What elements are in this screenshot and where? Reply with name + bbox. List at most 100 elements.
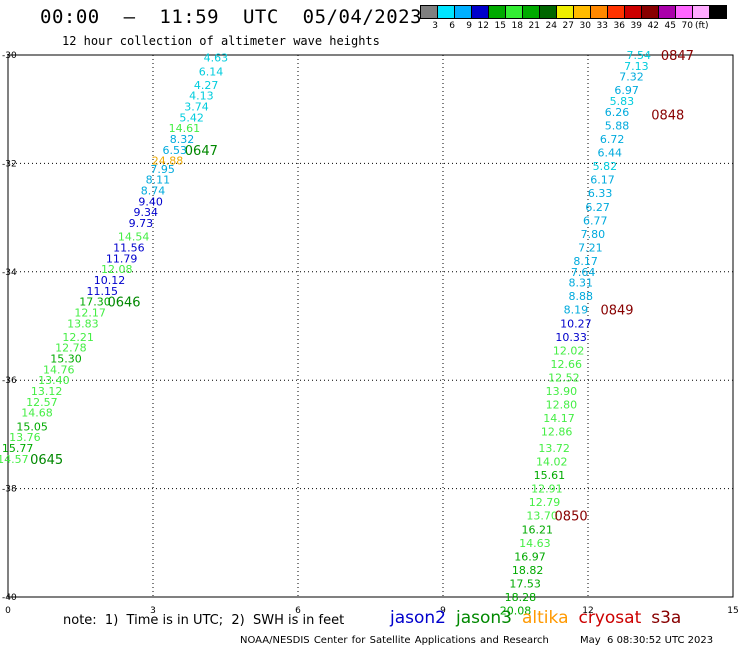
legend-entry: jason3 [456, 608, 512, 628]
color-scale-unit: (ft) [695, 21, 709, 31]
wave-height-value: 6.72 [600, 133, 625, 146]
wave-height-value: 12.17 [74, 306, 106, 319]
wave-height-value: 6.33 [588, 187, 613, 200]
wave-height-value: 8.32 [170, 133, 195, 146]
legend-entry: altika [522, 608, 569, 628]
wave-height-value: 8.88 [569, 290, 594, 303]
chart-subtitle: 12 hour collection of altimeter wave hei… [62, 34, 380, 48]
wave-height-value: 13.12 [31, 385, 63, 398]
wave-height-value: 17.53 [509, 577, 541, 590]
wave-height-value: 14.63 [519, 537, 551, 550]
pass-time-label: 0645 [30, 453, 63, 468]
wave-height-value: 7.21 [578, 241, 603, 254]
color-scale-tick-label: 9 [466, 21, 472, 31]
color-scale-ticks: 3 6 9 12 15 18 21 24 27 30 33 36 39 42 45 70 (ft) [421, 21, 709, 31]
wave-height-value: 11.79 [106, 252, 138, 265]
wave-height-value: 10.27 [560, 317, 592, 330]
wave-height-value: 6.53 [163, 144, 188, 157]
wave-height-value: 13.70 [526, 510, 558, 523]
y-tick-label: -36 [2, 376, 17, 386]
wave-height-value: 14.57 [0, 453, 29, 466]
wave-height-value: 6.14 [199, 65, 224, 78]
wave-height-value: 18.82 [512, 564, 544, 577]
wave-height-value: 14.68 [21, 407, 53, 420]
wave-height-value: 6.17 [590, 174, 615, 187]
wave-height-value: 12.78 [55, 342, 87, 355]
color-scale-tick-label: 45 [664, 21, 676, 31]
satellite-legend: jason2 jason3 altika cryosat s3a [390, 608, 681, 628]
y-tick-label: -30 [2, 51, 17, 61]
wave-height-value: 5.42 [179, 111, 204, 124]
x-tick-label: 15 [727, 606, 738, 616]
wave-height-value: 9.40 [138, 195, 163, 208]
wave-height-value: 5.88 [605, 119, 630, 132]
wave-height-value: 12.21 [62, 331, 94, 344]
footnote: note: 1) Time is in UTC; 2) SWH is in fe… [63, 613, 345, 628]
wave-height-value: 13.76 [9, 431, 41, 444]
wave-height-value: 4.63 [204, 52, 229, 65]
color-scale-swatch [709, 5, 727, 19]
wave-height-value: 11.15 [87, 285, 119, 298]
color-scale-tick-label: 3 [432, 21, 438, 31]
legend-entry: jason2 [390, 608, 446, 628]
wave-height-value: 14.17 [543, 412, 575, 425]
wave-height-value: 12.02 [553, 344, 585, 357]
wave-height-value: 5.82 [593, 160, 618, 173]
y-tick-label: -32 [2, 159, 17, 169]
wave-height-value: 7.64 [571, 266, 596, 279]
wave-height-value: 15.05 [16, 420, 48, 433]
color-scale-tick-label: 30 [579, 21, 591, 31]
y-tick-label: -40 [2, 593, 17, 603]
x-tick-label: 3 [150, 606, 156, 616]
wave-height-value: 16.21 [522, 523, 554, 536]
x-tick-label: 0 [5, 606, 11, 616]
color-scale-tick-label: 36 [613, 21, 625, 31]
wave-height-value: 17.30 [79, 296, 111, 309]
wave-height-value: 8.17 [573, 255, 598, 268]
color-scale-tick-label: 18 [511, 21, 523, 31]
wave-height-value: 10.33 [555, 331, 587, 344]
color-scale-tick-label: 15 [494, 21, 506, 31]
generated-timestamp: May 6 08:30:52 UTC 2023 [580, 635, 714, 646]
wave-height-value: 7.80 [581, 228, 606, 241]
wave-height-value: 16.97 [514, 550, 546, 563]
wave-height-value: 14.54 [118, 231, 150, 244]
wave-height-value: 12.66 [551, 358, 583, 371]
color-scale-tick-label: 70 [681, 21, 693, 31]
color-scale-tick-label: 12 [477, 21, 489, 31]
pass-time-label: 0850 [555, 510, 588, 525]
wave-height-value: 9.73 [129, 217, 154, 230]
wave-height-value: 12.79 [529, 496, 561, 509]
plot-frame [7, 54, 734, 598]
wave-height-value: 6.27 [585, 201, 610, 214]
wave-height-value: 6.44 [598, 147, 623, 160]
wave-height-value: 15.77 [2, 442, 34, 455]
wave-height-value: 14.02 [536, 456, 568, 469]
color-scale-tick-label: 24 [545, 21, 557, 31]
y-tick-label: -38 [2, 485, 17, 495]
wave-height-value: 8.74 [141, 185, 166, 198]
wave-height-value: 8.11 [146, 174, 171, 187]
wave-height-value: 12.08 [101, 263, 133, 276]
pass-time-label: 0646 [107, 296, 140, 311]
wave-height-value: 7.95 [150, 163, 175, 176]
color-scale-tick-label: 33 [596, 21, 608, 31]
wave-height-value: 4.13 [189, 90, 214, 103]
wave-height-value: 7.13 [624, 60, 649, 73]
wave-height-value: 13.72 [538, 442, 570, 455]
pass-time-label: 0848 [651, 109, 684, 124]
x-tick-label: 12 [582, 606, 593, 616]
wave-height-value: 15.61 [534, 469, 566, 482]
x-tick-label: 9 [440, 606, 446, 616]
wave-height-value: 4.27 [194, 79, 219, 92]
y-tick-label: -34 [2, 268, 17, 278]
wave-height-value: 14.76 [43, 363, 75, 376]
wave-height-value: 10.12 [94, 274, 126, 287]
wave-height-value: 9.34 [134, 206, 159, 219]
wave-height-value: 12.57 [26, 396, 58, 409]
wave-height-value: 12.91 [531, 483, 563, 496]
wave-height-value: 12.86 [541, 426, 573, 439]
pass-time-label: 0847 [661, 49, 694, 64]
wave-height-value: 7.32 [619, 71, 644, 84]
wave-height-value: 11.56 [113, 241, 145, 254]
